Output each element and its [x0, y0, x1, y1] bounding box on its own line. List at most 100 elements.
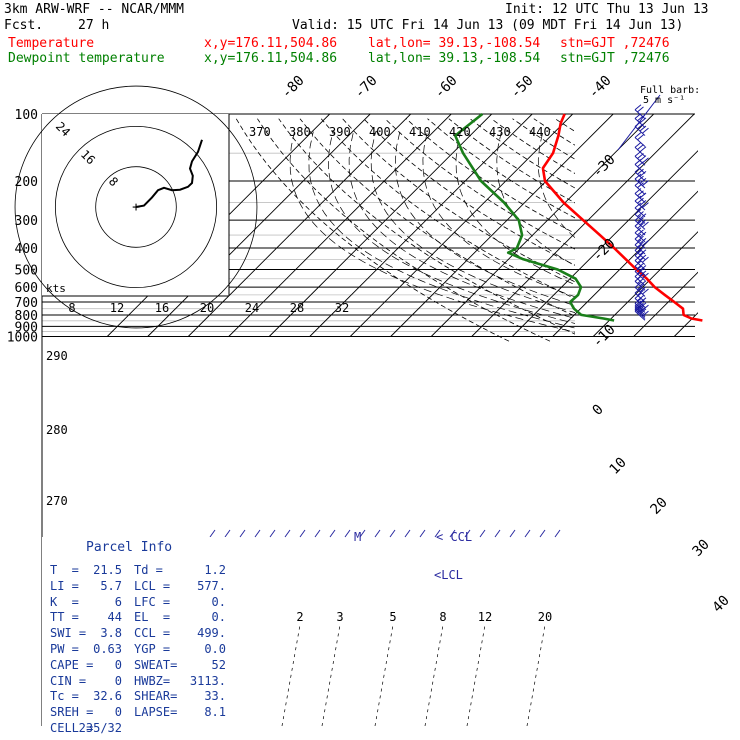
- level-tick: [314, 529, 321, 538]
- theta-e-label: 270: [46, 494, 68, 508]
- isotherm-label: -70: [352, 73, 381, 102]
- speed-axis-label: 12: [110, 301, 124, 315]
- isotherm-line: [715, 114, 740, 337]
- theta-label: 430: [489, 125, 511, 139]
- wind-barb-staff: [634, 219, 646, 230]
- legend-dewpoint-latlon: lat,lon= 39.13,-108.54: [368, 51, 541, 66]
- parcel-key: SWEAT=: [134, 657, 178, 672]
- hodograph-units: kts: [46, 282, 66, 295]
- theta-label: 440: [529, 125, 551, 139]
- parcel-value: 33.: [204, 689, 226, 704]
- isotherm-line: [390, 114, 614, 337]
- level-tick: [479, 529, 486, 538]
- level-tick: [224, 529, 231, 538]
- wind-barb: [634, 173, 649, 189]
- pressure-tick-label: 1000: [7, 331, 38, 346]
- isotherm-line: [633, 271, 698, 337]
- dry-adiabat: [704, 119, 740, 342]
- wind-barb-flag: [634, 150, 642, 157]
- wind-barb-staff: [634, 286, 646, 297]
- mixing-ratio-lines: [281, 624, 546, 726]
- moist-adiabat: [395, 131, 575, 307]
- wind-barb-flag: [634, 300, 642, 307]
- wind-barb-flag: [634, 159, 642, 165]
- level-tick: [359, 529, 366, 538]
- level-tick: [494, 529, 501, 538]
- legend-temperature-name: Temperature: [8, 36, 95, 51]
- moist-adiabat: [422, 131, 575, 298]
- wind-barb-staff: [634, 126, 646, 136]
- wind-barb-flag: [637, 235, 644, 242]
- wind-barb-flag: [639, 265, 647, 271]
- wind-barb-flag: [642, 310, 649, 317]
- parcel-value: 0.: [211, 594, 226, 609]
- pressure-tick-label: 600: [15, 281, 38, 296]
- theta-label: 390: [329, 125, 351, 139]
- isotherm-label: -50: [508, 73, 537, 102]
- parcel-key: SREH =: [50, 705, 94, 720]
- parcel-info-box: Parcel Info T = 21.5 Td = 1.2 LI = 5.7 LCL = 57…: [42, 537, 230, 734]
- wind-barb-flag: [639, 306, 647, 313]
- speed-axis-label: 32: [335, 301, 349, 315]
- wind-barb-flag: [639, 270, 647, 277]
- wind-barb-flag: [634, 287, 642, 294]
- wind-barb-example: [617, 94, 661, 151]
- wind-barb-flag: [639, 213, 647, 220]
- wind-barb-flag: [639, 254, 647, 261]
- level-tick: [539, 529, 546, 538]
- dry-adiabat: [661, 119, 740, 342]
- legend-dewpoint-stn: stn=GJT ,72476: [560, 51, 670, 66]
- wind-barb-flag: [637, 295, 644, 301]
- theta-label: 380: [289, 125, 311, 139]
- parcel-key: CAPE =: [50, 657, 94, 672]
- wind-barb: [634, 159, 646, 174]
- wind-barb-flag: [634, 202, 642, 209]
- dry-adiabat: [257, 118, 551, 342]
- wind-barb-flag: [637, 197, 644, 204]
- wind-barb-flag: [637, 134, 644, 141]
- parcel-key: LFC =: [134, 594, 171, 609]
- wind-barb-flag: [634, 266, 642, 272]
- level-tick: [449, 529, 456, 538]
- hodograph-ring: [54, 125, 218, 289]
- wind-barb-flag: [642, 272, 649, 279]
- wind-barb-flag: [637, 144, 644, 150]
- speed-axis-label: 8: [68, 301, 75, 315]
- parcel-value: 0: [114, 705, 122, 720]
- isotherm-line: [552, 190, 698, 337]
- isotherm-line: [471, 114, 695, 337]
- parcel-value: 52: [211, 657, 226, 672]
- level-tick: [374, 529, 381, 538]
- hodograph-trace: [135, 139, 203, 208]
- wind-barb-flag: [634, 305, 642, 312]
- wind-barb-flag: [634, 244, 642, 251]
- wind-barb-flag: [637, 153, 644, 159]
- speed-axis-label: 20: [200, 301, 214, 315]
- mixing-ratio-label: 8: [439, 610, 446, 624]
- mixing-ratio-line: [424, 624, 444, 726]
- wind-barb: [634, 233, 649, 249]
- dewpoint-profile: [453, 112, 615, 322]
- wind-barb-flag: [639, 308, 647, 315]
- wind-barb-staff: [634, 171, 646, 182]
- wind-barb-flag: [637, 106, 644, 113]
- wind-barb-flag: [634, 195, 642, 202]
- parcel-key: Tc =: [50, 689, 79, 704]
- parcel-value: 3113.: [189, 673, 226, 688]
- parcel-key: LI =: [50, 578, 79, 593]
- wind-barb-flag: [634, 304, 642, 310]
- wind-barb-staff: [634, 309, 646, 319]
- wind-barb-flag: [637, 289, 644, 296]
- level-tick: [269, 529, 276, 538]
- wind-barb-flag: [639, 146, 647, 153]
- isotherm-label: 0: [590, 402, 607, 419]
- profiles: [453, 112, 703, 322]
- wind-barb-flag: [642, 202, 649, 208]
- wind-barb-flag: [634, 180, 642, 186]
- hodograph-background: [42, 114, 229, 296]
- wind-barb-flag: [639, 280, 647, 287]
- wind-barbs: [617, 94, 661, 321]
- isotherm-label: 20: [648, 495, 671, 518]
- wind-barb-flag: [637, 257, 644, 264]
